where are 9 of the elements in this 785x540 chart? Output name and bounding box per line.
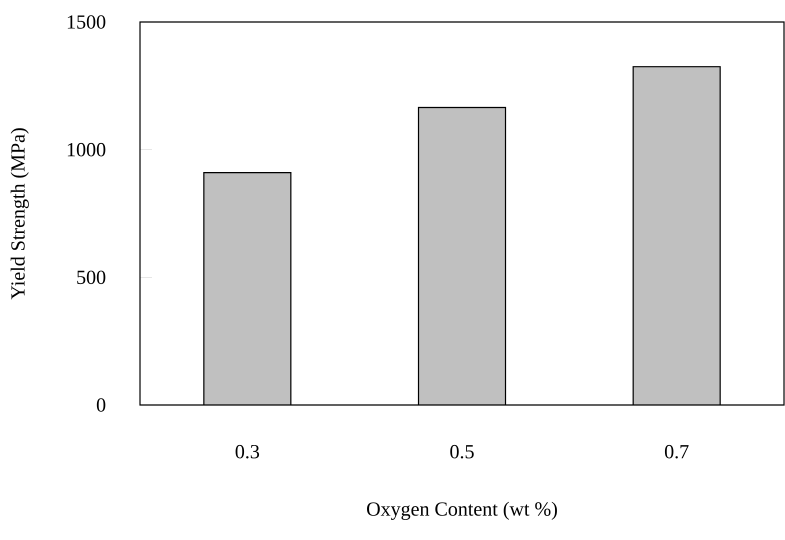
y-axis-title: Yield Strength (MPa) bbox=[10, 128, 29, 300]
y-tick-label: 1500 bbox=[68, 15, 106, 29]
y-tick-label: 0 bbox=[96, 398, 106, 412]
x-tick-label: 0.5 bbox=[450, 444, 474, 458]
x-tick-label: 0.7 bbox=[664, 444, 689, 458]
y-tick-label: 1000 bbox=[68, 142, 106, 156]
x-axis-title: Oxygen Content (wt %) bbox=[367, 502, 557, 520]
x-tick-label: 0.3 bbox=[236, 444, 260, 458]
y-tick-label: 500 bbox=[77, 270, 106, 284]
